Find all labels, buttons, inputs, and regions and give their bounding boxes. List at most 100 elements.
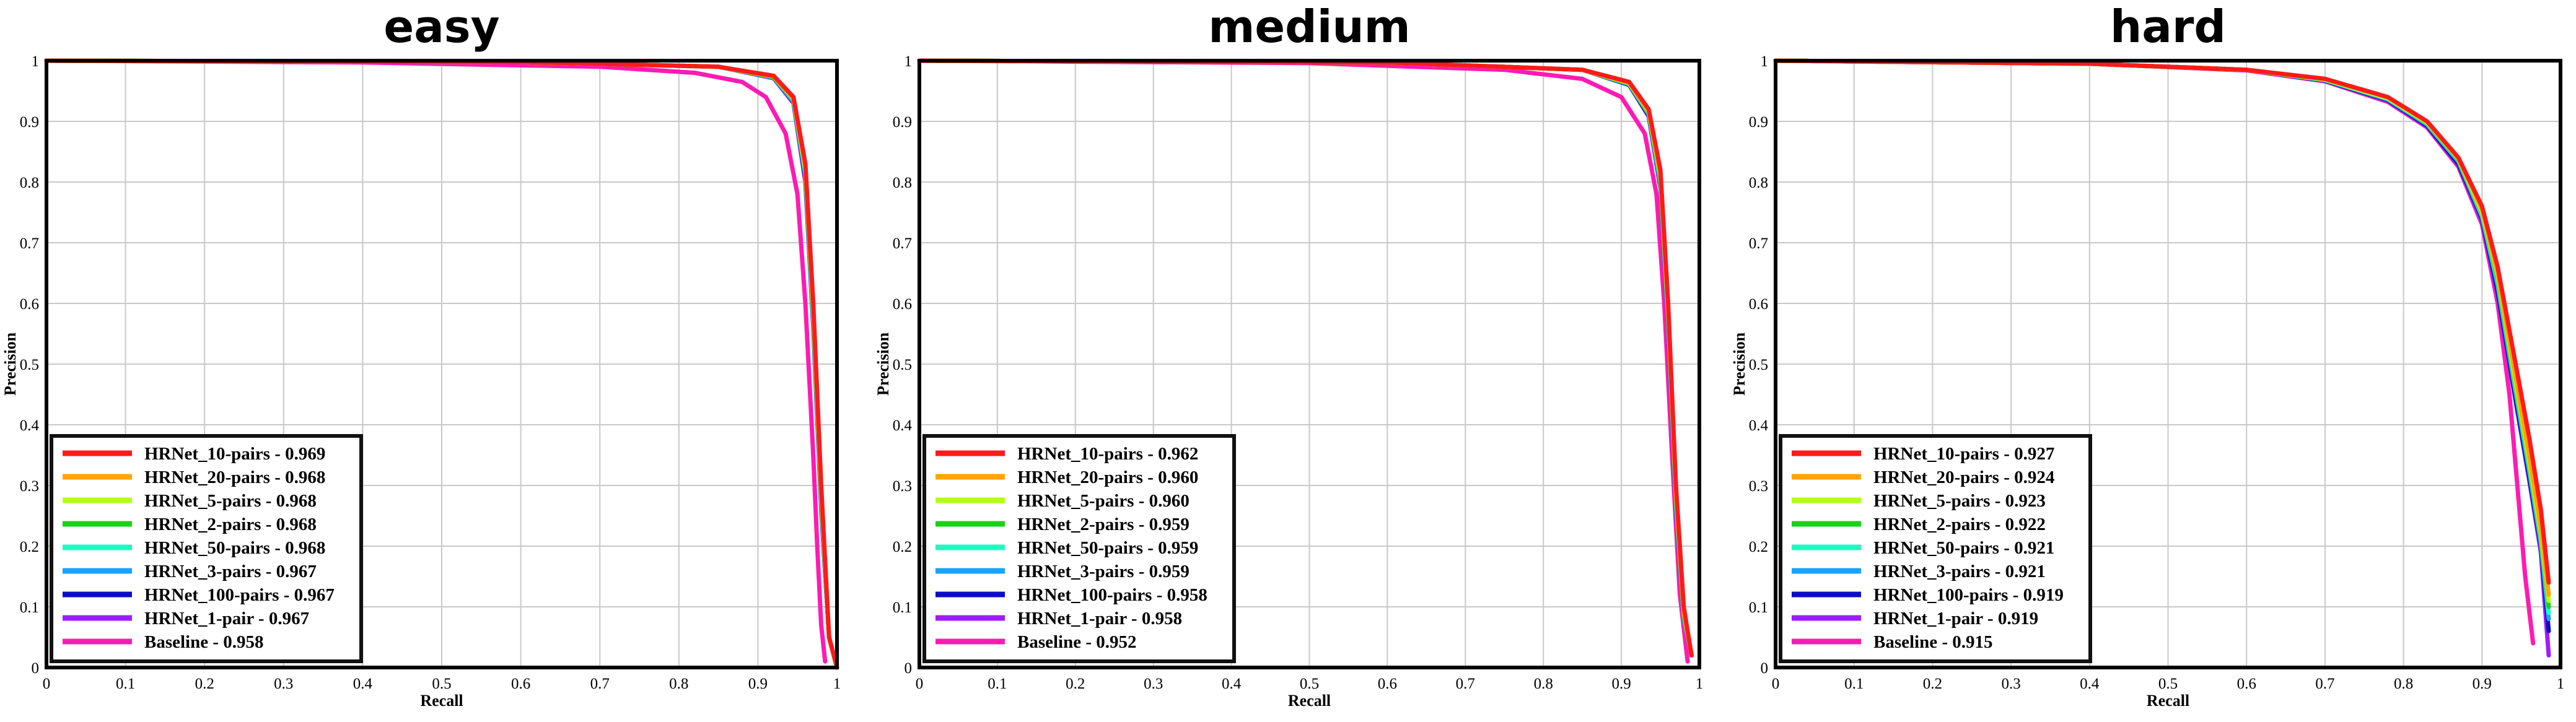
x-tick-label: 0.7 — [590, 676, 610, 692]
y-tick-label: 0.3 — [893, 478, 912, 495]
y-tick-label: 0.2 — [893, 539, 912, 555]
x-axis-label: Recall — [1288, 692, 1331, 710]
legend-label: HRNet_2-pairs - 0.922 — [1873, 515, 2046, 534]
x-tick-label: 0.9 — [2473, 676, 2492, 692]
y-tick-label: 0.9 — [20, 114, 39, 131]
x-tick-label: 0.1 — [116, 676, 135, 692]
legend-label: HRNet_10-pairs - 0.969 — [144, 444, 325, 464]
y-tick-label: 0.4 — [20, 417, 40, 434]
legend-label: HRNet_5-pairs - 0.960 — [1017, 491, 1189, 511]
x-tick-label: 1 — [1696, 676, 1704, 692]
x-axis-ticks: 0 0.1 0.2 0.3 0.4 0.5 0.6 0.7 0.8 0.9 1 — [43, 676, 841, 692]
y-tick-label: 0.2 — [20, 539, 39, 555]
legend-label: HRNet_2-pairs - 0.959 — [1017, 515, 1189, 534]
x-tick-label: 0.2 — [1066, 676, 1085, 692]
legend-label: HRNet_3-pairs - 0.921 — [1873, 562, 2046, 581]
y-axis-ticks: 0 0.1 0.2 0.3 0.4 0.5 0.6 0.7 0.8 0.9 1 — [893, 53, 913, 677]
x-axis-ticks: 0 0.1 0.2 0.3 0.4 0.5 0.6 0.7 0.8 0.9 1 — [1772, 676, 2565, 692]
x-tick-label: 0.4 — [2080, 676, 2100, 692]
x-tick-label: 0 — [1772, 676, 1780, 692]
y-tick-label: 0.6 — [1749, 296, 1768, 313]
series-line — [1773, 58, 2551, 585]
x-axis-ticks: 0 0.1 0.2 0.3 0.4 0.5 0.6 0.7 0.8 0.9 1 — [916, 676, 1704, 692]
plot-frame — [1774, 59, 2562, 669]
legend-label: HRNet_50-pairs - 0.959 — [1017, 538, 1198, 558]
x-tick-label: 0.4 — [353, 676, 373, 692]
chart-title: medium — [1208, 1, 1410, 53]
legend-label: HRNet_1-pair - 0.919 — [1873, 609, 2038, 628]
legend-label: HRNet_100-pairs - 0.958 — [1017, 585, 1207, 605]
legend-label: HRNet_10-pairs - 0.927 — [1873, 444, 2054, 464]
legend-label: HRNet_1-pair - 0.958 — [1017, 609, 1182, 628]
legend-label: Baseline - 0.958 — [144, 632, 264, 652]
y-tick-label: 1 — [32, 53, 40, 70]
legend-label: HRNet_50-pairs - 0.968 — [144, 538, 325, 558]
x-tick-label: 0.2 — [195, 676, 214, 692]
x-tick-label: 0.8 — [669, 676, 688, 692]
plot-frame — [918, 59, 1701, 669]
x-tick-label: 0.8 — [2394, 676, 2413, 692]
x-tick-label: 0.5 — [432, 676, 451, 692]
x-tick-label: 0.6 — [511, 676, 530, 692]
x-tick-label: 1 — [2557, 676, 2565, 692]
x-tick-label: 0.1 — [1844, 676, 1864, 692]
x-tick-label: 0.7 — [1456, 676, 1475, 692]
y-tick-label: 0 — [905, 660, 913, 677]
x-tick-label: 0.3 — [1144, 676, 1163, 692]
x-tick-label: 0 — [43, 676, 51, 692]
y-tick-label: 0.4 — [893, 417, 913, 434]
y-tick-label: 0.7 — [20, 235, 39, 252]
series-line — [44, 58, 839, 670]
legend: HRNet_10-pairs - 0.969 HRNet_20-pairs - 0… — [50, 434, 363, 663]
y-tick-label: 0.6 — [893, 296, 912, 313]
y-tick-label: 0.9 — [893, 114, 912, 131]
legend-label: HRNet_20-pairs - 0.968 — [144, 468, 325, 487]
y-tick-label: 0.5 — [1749, 357, 1768, 373]
x-tick-label: 0.9 — [1611, 676, 1631, 692]
legend-label: HRNet_50-pairs - 0.921 — [1873, 538, 2054, 558]
chart-title: hard — [2110, 1, 2226, 53]
x-tick-label: 0.2 — [1923, 676, 1942, 692]
y-tick-label: 1 — [905, 53, 913, 70]
y-tick-label: 0.8 — [20, 175, 39, 191]
legend: HRNet_10-pairs - 0.962 HRNet_20-pairs - 0… — [922, 434, 1236, 663]
x-tick-label: 0.5 — [2158, 676, 2178, 692]
legend-label: HRNet_20-pairs - 0.960 — [1017, 468, 1198, 487]
chart-panel-hard: hard 0 0.1 0.2 0.3 0.4 0.5 0.6 0.7 0.8 0.9 1 0 0.1 0.2… — [1730, 1, 2564, 710]
legend-label: HRNet_5-pairs - 0.923 — [1873, 491, 2046, 511]
chart-panel-easy: easy 0 0.1 0.2 0.3 0.4 0.5 0.6 0.7 0.8 0.9 1 0 0.1 0.2… — [1, 1, 841, 710]
x-tick-label: 0.4 — [1222, 676, 1242, 692]
x-tick-label: 0.7 — [2315, 676, 2334, 692]
legend-label: Baseline - 0.915 — [1873, 632, 1993, 652]
legend-label: HRNet_100-pairs - 0.919 — [1873, 585, 2064, 605]
plot-frame — [45, 59, 839, 669]
x-axis-label: Recall — [2147, 692, 2189, 710]
series-lines — [44, 58, 839, 670]
x-tick-label: 0.6 — [2237, 676, 2256, 692]
x-tick-label: 0.3 — [2001, 676, 2020, 692]
x-tick-label: 0.9 — [748, 676, 768, 692]
y-axis-label: Precision — [1730, 332, 1748, 396]
legend-label: HRNet_100-pairs - 0.967 — [144, 585, 335, 605]
legend-label: HRNet_2-pairs - 0.968 — [144, 515, 317, 534]
legend-label: HRNet_1-pair - 0.967 — [144, 609, 309, 628]
y-tick-label: 0.8 — [1749, 175, 1768, 191]
x-tick-label: 1 — [833, 676, 841, 692]
x-tick-label: 0.6 — [1378, 676, 1397, 692]
y-tick-label: 0.7 — [1749, 235, 1768, 252]
x-tick-label: 0.5 — [1300, 676, 1319, 692]
y-tick-label: 0.3 — [20, 478, 39, 495]
series-lines — [917, 58, 1694, 664]
legend-label: HRNet_3-pairs - 0.959 — [1017, 562, 1189, 581]
y-tick-label: 0.1 — [20, 599, 39, 616]
x-tick-label: 0 — [916, 676, 924, 692]
y-tick-label: 0.5 — [893, 357, 912, 373]
series-line — [44, 58, 828, 664]
legend-label: HRNet_3-pairs - 0.967 — [144, 562, 317, 581]
y-tick-label: 0.9 — [1749, 114, 1768, 131]
y-tick-label: 0.6 — [20, 296, 39, 313]
legend-label: HRNet_10-pairs - 0.962 — [1017, 444, 1198, 464]
legend-label: Baseline - 0.952 — [1017, 632, 1137, 652]
